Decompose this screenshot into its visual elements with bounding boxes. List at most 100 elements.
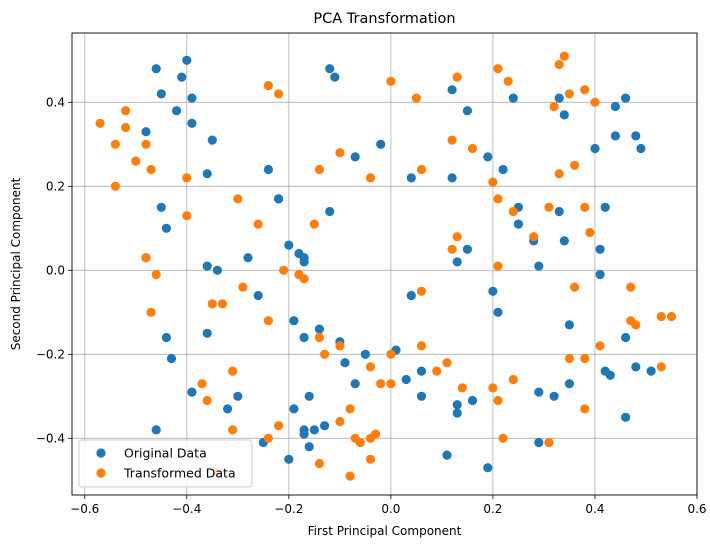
data-point: [554, 206, 564, 217]
data-point: [447, 244, 457, 254]
data-point: [386, 349, 396, 359]
data-point: [554, 169, 564, 179]
data-point: [416, 391, 427, 401]
data-point: [314, 164, 324, 175]
data-point: [365, 454, 376, 464]
data-point: [549, 101, 559, 112]
data-point: [600, 202, 610, 212]
data-point: [549, 391, 559, 401]
data-point: [554, 59, 564, 70]
data-point: [156, 89, 166, 99]
data-point: [416, 366, 427, 376]
data-point: [238, 282, 248, 292]
data-point: [355, 437, 365, 448]
data-point: [559, 110, 569, 120]
grid-lines: [72, 33, 698, 495]
data-point: [621, 412, 631, 422]
x-axis-title: First Principal Component: [308, 524, 462, 538]
data-point: [335, 416, 345, 427]
data-point: [161, 223, 171, 233]
data-point: [406, 290, 416, 301]
data-point: [263, 164, 273, 175]
data-point: [177, 72, 187, 82]
data-point: [483, 152, 493, 162]
data-point: [544, 202, 554, 212]
data-point: [263, 316, 273, 326]
data-point: [595, 269, 605, 280]
data-point: [187, 387, 197, 397]
data-point: [493, 307, 503, 317]
x-tick-label: 0.0: [381, 502, 400, 516]
data-point: [289, 404, 299, 414]
data-point: [151, 269, 161, 280]
data-point: [498, 433, 508, 443]
data-point: [503, 76, 513, 86]
data-point: [166, 353, 177, 364]
data-point: [202, 328, 212, 338]
data-point: [263, 80, 273, 91]
data-point: [483, 463, 493, 473]
data-point: [146, 164, 156, 175]
data-point: [452, 232, 462, 242]
data-point: [493, 194, 503, 204]
data-point: [350, 152, 360, 162]
data-point: [161, 332, 171, 343]
data-point: [610, 131, 621, 141]
data-point: [376, 379, 386, 389]
data-point: [457, 383, 467, 393]
data-point: [636, 143, 646, 154]
data-point: [141, 139, 151, 149]
data-point: [314, 332, 324, 343]
data-point: [406, 173, 416, 183]
data-point: [580, 353, 590, 364]
series-transformed-data: [95, 51, 677, 481]
data-point: [656, 362, 666, 372]
legend-marker: [96, 468, 106, 478]
data-point: [284, 240, 294, 250]
data-point: [320, 349, 330, 359]
x-tick-label: 0.4: [585, 502, 604, 516]
data-point: [508, 374, 518, 385]
data-point: [274, 194, 284, 204]
data-point: [141, 253, 151, 263]
data-point: [182, 211, 192, 221]
y-axis-title: Second Principal Component: [9, 177, 23, 350]
data-point: [299, 274, 309, 284]
legend-label: Original Data: [124, 446, 207, 461]
data-point: [325, 64, 335, 74]
data-point: [335, 341, 345, 351]
data-point: [462, 244, 472, 254]
data-point: [416, 286, 427, 296]
data-point: [202, 395, 212, 406]
y-tick-label: −0.4: [36, 431, 65, 445]
y-tick-label: 0.2: [46, 179, 65, 193]
data-point: [371, 429, 381, 439]
data-point: [488, 177, 498, 187]
data-point: [529, 232, 539, 242]
data-point: [202, 261, 212, 271]
data-point: [498, 164, 508, 175]
x-tick-label: 0.2: [483, 502, 502, 516]
data-point: [360, 349, 370, 359]
data-point: [554, 93, 564, 103]
data-point: [274, 421, 284, 431]
data-point: [217, 299, 228, 309]
data-point: [253, 290, 263, 301]
data-point: [621, 93, 631, 103]
data-point: [207, 299, 217, 309]
data-point: [182, 55, 192, 65]
data-series: [95, 51, 677, 481]
data-point: [146, 307, 156, 317]
data-point: [289, 316, 299, 326]
data-point: [314, 324, 324, 334]
data-point: [467, 395, 478, 406]
data-point: [299, 257, 309, 267]
data-point: [646, 366, 656, 376]
data-point: [202, 169, 212, 179]
data-point: [452, 400, 462, 410]
data-point: [325, 206, 335, 217]
y-tick-label: 0.0: [46, 263, 65, 277]
data-point: [411, 93, 421, 103]
legend-label: Transformed Data: [123, 466, 236, 481]
